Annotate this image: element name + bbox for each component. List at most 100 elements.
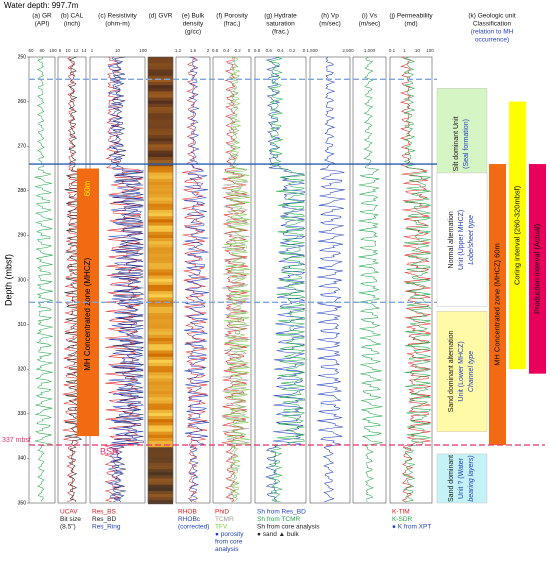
depth-tick-label: 300 bbox=[18, 277, 27, 283]
gvr-band bbox=[148, 303, 173, 308]
gvr-band bbox=[148, 456, 173, 461]
log-curve bbox=[358, 56, 383, 502]
scale-label: 0.6 bbox=[212, 48, 219, 53]
log-curve bbox=[64, 56, 86, 502]
gvr-band bbox=[148, 394, 173, 399]
log-curve bbox=[110, 56, 145, 503]
gvr-band bbox=[148, 63, 173, 68]
gvr-band bbox=[148, 447, 173, 452]
log-curve bbox=[223, 56, 250, 503]
gvr-band bbox=[148, 169, 173, 174]
interval-bar bbox=[489, 164, 506, 446]
gvr-band bbox=[148, 403, 173, 408]
gvr-band bbox=[148, 419, 173, 424]
gvr-band bbox=[148, 191, 173, 196]
track-header: (b) CAL bbox=[61, 13, 84, 20]
unit-label: Unit (Upper MHCZ) bbox=[458, 210, 465, 270]
unit-label: Sand dominant bbox=[448, 455, 455, 502]
gvr-band bbox=[148, 391, 173, 395]
depth-tick-label: 270 bbox=[18, 144, 27, 150]
depth-line-label: 337 mbsf bbox=[2, 437, 31, 444]
legend-entry: Res_BD bbox=[92, 516, 117, 523]
track-header: (relation to MH bbox=[471, 29, 514, 36]
unit-label: Channel type bbox=[468, 351, 475, 392]
gvr-band bbox=[148, 209, 173, 214]
gvr-band bbox=[148, 181, 173, 186]
track-header: occurrence) bbox=[475, 37, 509, 44]
gvr-band bbox=[148, 219, 173, 224]
gvr-band bbox=[148, 322, 173, 327]
gvr-band bbox=[148, 241, 173, 246]
gvr-band bbox=[148, 175, 173, 180]
depth-tick-label: 310 bbox=[18, 322, 27, 328]
gvr-band bbox=[148, 172, 173, 177]
gvr-band bbox=[148, 478, 173, 483]
legend-entry: (corrected) bbox=[178, 524, 209, 531]
track-frame bbox=[389, 56, 433, 504]
interval-label: Coring interval (260-320mbsf) bbox=[512, 185, 521, 285]
gvr-band bbox=[148, 487, 173, 492]
gvr-band bbox=[148, 309, 173, 314]
gvr-band bbox=[148, 397, 173, 402]
gvr-band bbox=[148, 185, 173, 189]
track-header: density bbox=[183, 21, 204, 28]
scale-label: 2,500 bbox=[342, 48, 354, 53]
scale-label: 0.6 bbox=[266, 48, 273, 53]
track-header: (API) bbox=[35, 21, 50, 28]
gvr-band bbox=[148, 384, 173, 389]
gvr-band bbox=[148, 472, 173, 477]
gvr-band bbox=[148, 156, 173, 161]
gvr-band bbox=[148, 91, 173, 96]
log-curve bbox=[183, 56, 210, 503]
gvr-band bbox=[148, 253, 173, 258]
gvr-band bbox=[148, 116, 173, 121]
depth-tick-label: 330 bbox=[18, 411, 27, 417]
legend-entry: TCMR bbox=[215, 516, 234, 523]
gvr-band bbox=[148, 297, 173, 302]
track-header: (f) Porosity bbox=[216, 13, 248, 20]
gvr-band bbox=[148, 475, 173, 480]
track-header: (ohm-m) bbox=[105, 21, 130, 28]
unit-label: bearing layers) bbox=[468, 455, 475, 501]
legend-entry: Sh from TCMR bbox=[257, 516, 301, 523]
gvr-band bbox=[148, 103, 173, 108]
legend-entry: ● K from XPT bbox=[392, 524, 431, 531]
gvr-band bbox=[148, 431, 173, 436]
gvr-band bbox=[148, 269, 173, 274]
gvr-band bbox=[148, 359, 173, 364]
gvr-band bbox=[148, 250, 173, 255]
gvr-band bbox=[148, 372, 173, 377]
gvr-band bbox=[148, 331, 173, 336]
gvr-band bbox=[148, 100, 173, 105]
gvr-band bbox=[148, 328, 173, 333]
track-header: (md) bbox=[404, 21, 417, 28]
gvr-band bbox=[148, 497, 173, 502]
track-header: (d) GVR bbox=[149, 13, 173, 20]
gvr-band bbox=[148, 281, 173, 286]
scale-label: 2 bbox=[207, 48, 210, 53]
scale-label: 1 bbox=[91, 48, 94, 53]
gvr-band bbox=[148, 225, 173, 230]
interval-bar bbox=[509, 101, 526, 370]
gvr-band bbox=[148, 138, 173, 143]
gvr-band bbox=[148, 69, 173, 74]
track-header: (frac.) bbox=[224, 21, 241, 28]
gvr-band bbox=[148, 166, 173, 171]
scale-label: 0.4 bbox=[277, 48, 284, 53]
gvr-band bbox=[148, 362, 173, 367]
gvr-band bbox=[148, 306, 173, 311]
gvr-band bbox=[148, 231, 173, 236]
depth-tick-label: 250 bbox=[18, 54, 27, 60]
depth-tick-label: 260 bbox=[18, 99, 27, 105]
legend-entry: UCAV bbox=[60, 509, 78, 516]
track-header: (frac.) bbox=[272, 29, 289, 36]
gvr-band bbox=[148, 319, 173, 324]
gvr-band bbox=[148, 459, 173, 464]
track-header: (i) Vs bbox=[362, 13, 378, 20]
gvr-band bbox=[148, 213, 173, 217]
gvr-band bbox=[148, 422, 173, 427]
depth-tick-label: 350 bbox=[18, 500, 27, 506]
gvr-band bbox=[148, 481, 173, 486]
scale-label: 1.2 bbox=[175, 48, 182, 53]
legend-entry: ● porosity bbox=[215, 531, 244, 538]
